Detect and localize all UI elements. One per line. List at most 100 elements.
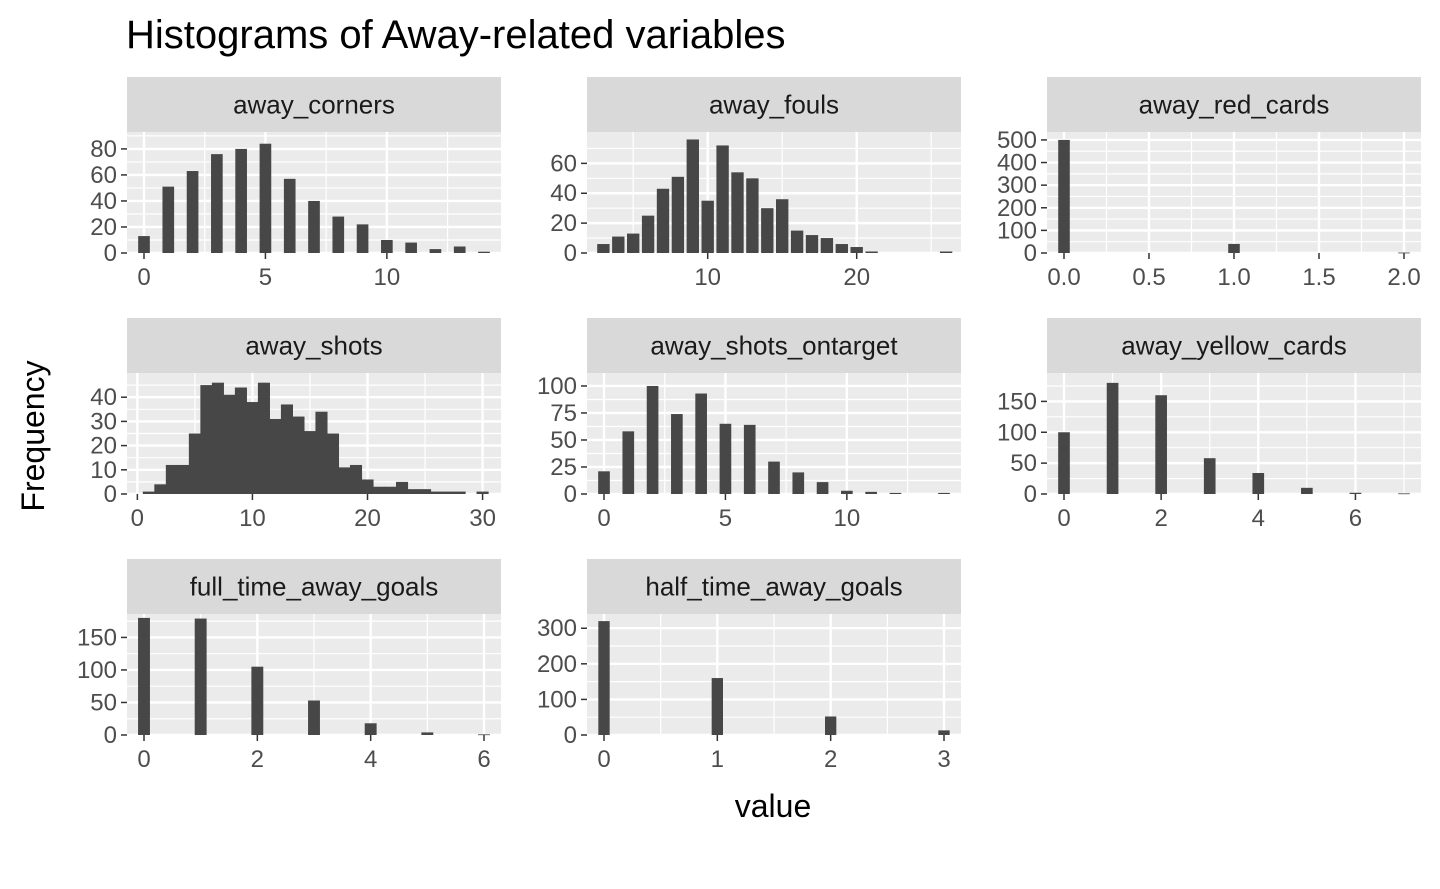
x-tick-label: 0 [137,264,150,291]
x-tick-label: 0 [1057,505,1070,532]
histogram-bar [711,678,723,735]
y-tick-label: 75 [550,400,577,427]
facet-strip [127,77,501,132]
histogram-bar [1203,458,1216,494]
histogram-bar [627,233,640,253]
histogram-bar [303,431,317,494]
histogram-bars [138,143,490,253]
y-tick-label: 100 [997,217,1037,244]
x-tick-label: 6 [1349,505,1362,532]
y-tick-label: 100 [537,373,577,400]
x-tick-label: 4 [364,746,377,773]
y-tick-label: 400 [997,150,1037,177]
histogram-bar [259,143,272,253]
y-tick-label: 0 [104,722,117,749]
histogram-bar [598,621,610,735]
histogram-bar [1155,395,1167,494]
histogram-bar [165,464,178,494]
y-tick-label: 20 [90,433,117,460]
histogram-bar [407,489,420,494]
x-tick-label: 0 [597,505,610,532]
y-tick-label: 20 [550,210,577,237]
histogram-bars [597,139,953,253]
histogram-bar [223,394,236,494]
histogram-bar [188,433,201,494]
facet-away-fouls: away_fouls 10 20 0 20 40 60 [550,77,961,291]
histogram-bar [194,618,207,735]
y-tick-label: 60 [550,150,577,177]
x-tick-label: 10 [694,264,721,291]
y-tick-label: 40 [550,180,577,207]
x-tick-label: 4 [1252,505,1265,532]
x-tick-label: 0 [137,746,150,773]
chart-title: Histograms of Away-related variables [126,13,786,57]
histogram-bars [1058,139,1410,254]
y-tick-label: 150 [997,388,1037,415]
histogram-bar [939,251,953,253]
histogram-bar [1058,139,1070,253]
histogram-bar [641,215,655,253]
histogram-bar [1398,493,1410,495]
facet-strip [1047,77,1421,132]
histogram-bar [246,402,259,494]
histogram-bar [1349,492,1362,494]
histogram-bar [938,492,950,494]
histogram-bar [442,491,455,494]
x-tick-label: 0 [131,505,144,532]
facet-strip [127,318,501,373]
facet-strip-label: away_yellow_cards [1121,331,1346,361]
histogram-bar [889,492,902,494]
histogram-bar [1301,487,1313,494]
facet-full-time-away-goals: full_time_away_goals 0 2 4 6 0 50 100 150 [77,559,501,773]
histogram-bar [1228,243,1240,253]
x-tick-label: 2 [251,746,264,773]
histogram-bar [315,411,328,494]
x-tick-label: 0 [597,746,610,773]
y-tick-label: 0 [1024,481,1037,508]
histogram-bar [1252,473,1265,494]
histogram-bar [283,178,296,253]
histogram-bar [850,247,863,253]
histogram-bars [1058,382,1410,495]
histogram-bar [234,387,247,494]
histogram-bar [162,186,175,253]
facet-away-yellow-cards: away_yellow_cards 0 2 4 6 0 50 100 150 [997,318,1421,532]
gridlines [127,614,501,737]
x-tick-label: 3 [937,746,950,773]
x-tick-label: 5 [259,264,272,291]
histogram-bar [251,666,264,735]
x-tick-label: 6 [477,746,490,773]
facet-strip-label: full_time_away_goals [190,572,439,602]
histogram-bar [776,199,789,253]
histogram-bar [142,491,155,494]
y-tick-label: 100 [997,419,1037,446]
histogram-bars [598,385,950,494]
facet-strip [1047,318,1421,373]
histogram-bar [825,716,837,735]
y-tick-label: 0 [1024,240,1037,267]
facet-strip [587,318,961,373]
histogram-bar [308,200,320,253]
y-tick-label: 10 [90,457,117,484]
histogram-bar [405,242,417,253]
histogram-bar [453,491,466,494]
histogram-bar [257,382,270,494]
y-tick-label: 50 [550,427,577,454]
histogram-bar [478,251,490,253]
histogram-bar [200,385,213,494]
histogram-bar [361,479,374,494]
histogram-bar [612,236,625,253]
histogram-bar [280,404,293,494]
histogram-bar [177,464,190,494]
facet-strip-label: away_fouls [709,90,839,120]
y-tick-label: 0 [564,240,577,267]
y-tick-label: 50 [1010,450,1037,477]
histogram-bar [622,431,635,494]
histogram-bar [356,224,369,253]
y-tick-label: 25 [550,454,577,481]
histogram-bar [138,617,150,735]
histogram-bar [820,238,834,253]
histogram-bar [332,216,345,253]
